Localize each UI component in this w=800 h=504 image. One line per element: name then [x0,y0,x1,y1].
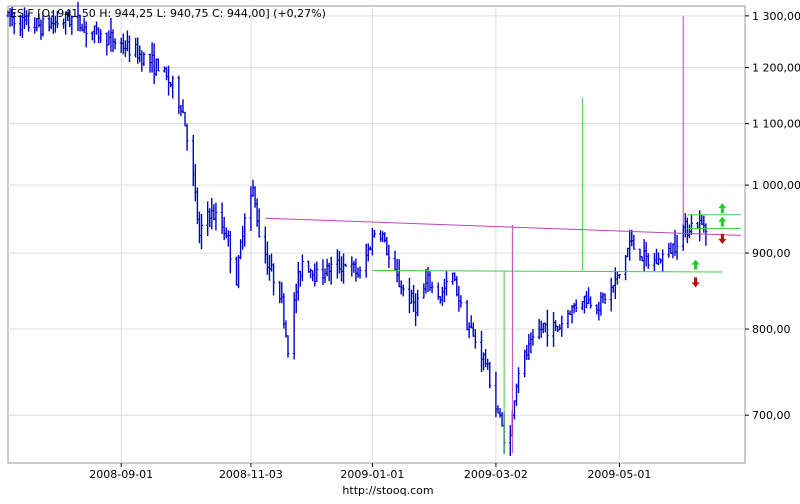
up-arrow-3 [691,259,700,270]
quote-header: ES.F [O: 941,50 H: 944,25 L: 940,75 C: 9… [10,7,326,20]
y-axis: 700,00 800,00 900,00 1 000,00 1 100,00 1 200,… [745,10,800,422]
resistance-line-0 [265,217,741,236]
signal-arrows [691,203,727,288]
x-tick-label-2: 2009-01-01 [340,468,404,481]
down-arrow-2 [718,233,727,244]
y-tick-label-0: 700,00 [752,409,791,422]
y-tick-label-6: 1 300,00 [752,10,800,23]
plot-area [7,5,746,464]
x-tick-label-4: 2009-05-01 [587,468,651,481]
x-tick-label-3: 2009-03-02 [464,468,528,481]
price-series [6,1,708,456]
x-axis: 2008-09-01 2008-11-03 2009-01-01 2009-03-02… [89,463,651,481]
up-arrow-1 [718,216,727,227]
y-tick-label-5: 1 200,00 [752,61,800,74]
y-tick-label-3: 1 000,00 [752,179,800,192]
source-url[interactable]: http://stooq.com [342,484,433,497]
trend-lines [265,15,741,454]
x-tick-label-1: 2008-11-03 [219,468,283,481]
x-tick-label-0: 2008-09-01 [89,468,153,481]
y-tick-label-2: 900,00 [752,247,791,260]
up-arrow-0 [718,203,727,214]
grid [8,6,745,463]
y-tick-label-1: 800,00 [752,323,791,336]
support-line-1 [372,270,723,273]
down-arrow-4 [691,277,700,288]
y-tick-label-4: 1 100,00 [752,118,800,131]
